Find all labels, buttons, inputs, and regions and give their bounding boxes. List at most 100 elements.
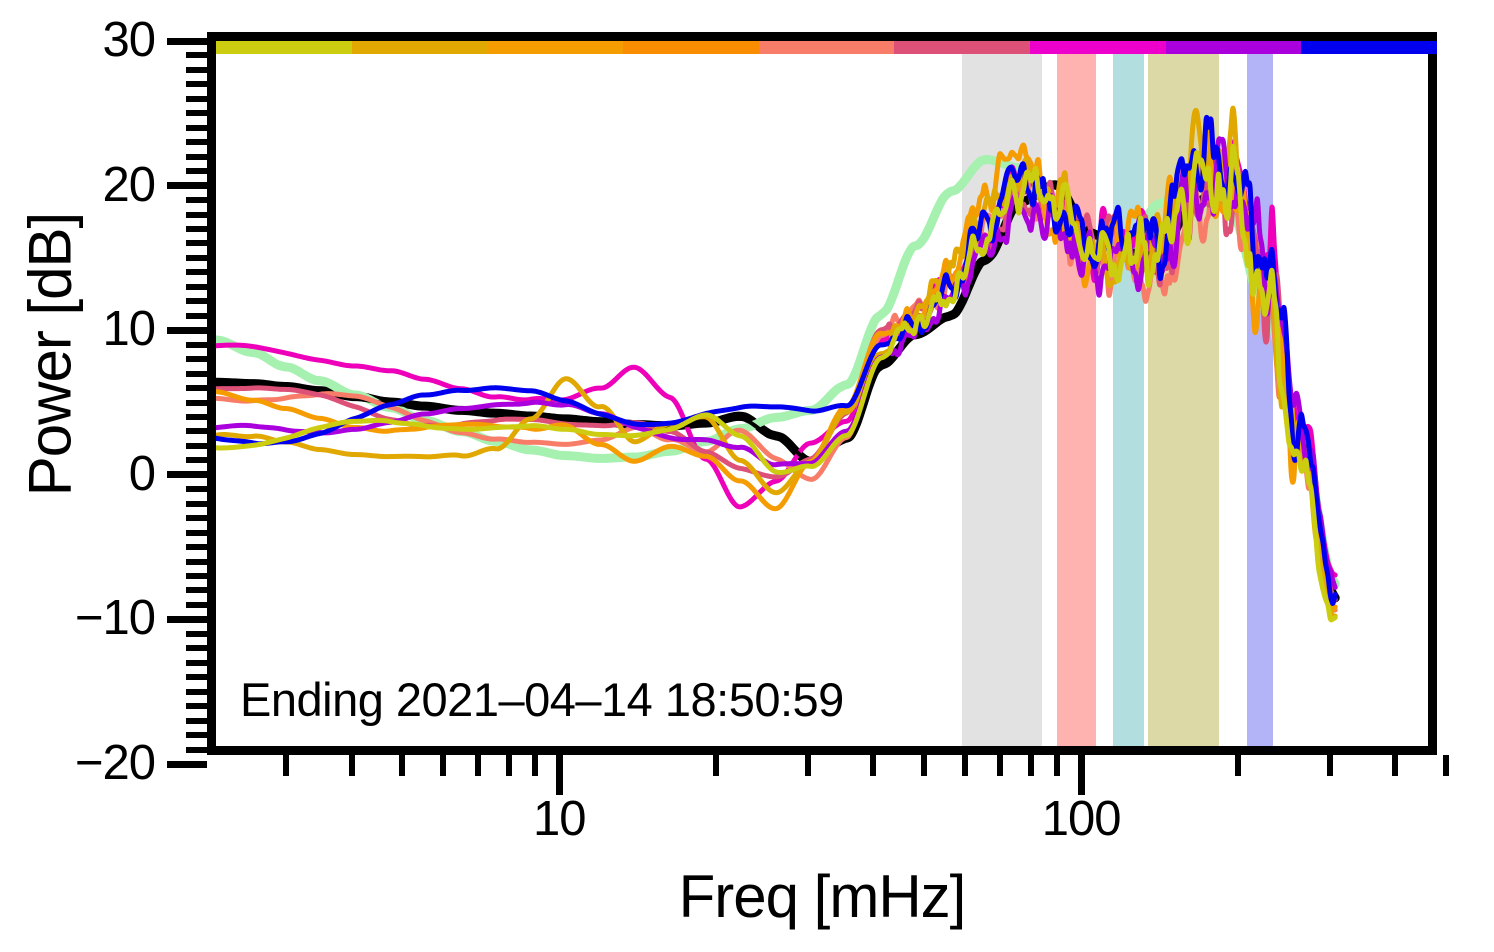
x-minor-tick [475,755,482,776]
y-minor-tick [186,674,207,681]
y-minor-tick [186,659,207,666]
band-pink [1057,41,1096,746]
colorbar-segment-8 [1165,41,1302,54]
y-minor-tick [186,645,207,652]
x-tick-label: 100 [1041,792,1122,846]
y-major-tick [167,760,207,768]
x-minor-tick [870,755,877,776]
y-minor-tick [186,95,207,102]
x-axis-ticks [207,755,1449,800]
y-axis-tick-labels: −20 −10 0 10 20 30 [0,16,156,788]
curve-trace-blue [216,114,1338,607]
y-minor-tick [186,442,207,449]
x-minor-tick [440,755,447,776]
x-minor-tick [997,755,1004,776]
x-minor-tick [505,755,512,776]
y-minor-tick [186,717,207,724]
y-minor-tick [186,558,207,565]
y-tick-label: −10 [74,591,156,646]
y-major-tick [167,182,207,190]
y-minor-tick [186,428,207,435]
spectrum-curves [216,105,1340,623]
plot-area [216,41,1428,746]
y-tick-label: −20 [74,736,156,790]
y-minor-tick [186,500,207,507]
y-minor-tick [186,688,207,695]
y-minor-tick [186,587,207,594]
colorbar-segment-2 [351,41,488,54]
band-cyan [1112,41,1144,746]
y-minor-tick [186,269,207,276]
y-minor-tick [186,283,207,290]
y-minor-tick [186,81,207,88]
ending-timestamp-annotation: Ending 2021‒04‒14 18:50:59 [240,673,844,726]
x-major-tick [555,755,563,795]
y-minor-tick [186,544,207,551]
band-periwinkle [1246,41,1274,746]
x-minor-tick [399,755,406,776]
time-sequence-colorbar [216,41,1438,54]
y-axis-ticks [162,32,207,768]
y-minor-tick [186,254,207,261]
y-minor-tick [186,211,207,218]
y-minor-tick [186,385,207,392]
y-minor-tick [186,515,207,522]
y-minor-tick [186,240,207,247]
y-minor-tick [186,153,207,160]
x-axis-title: Freq [mHz] [678,863,967,930]
x-minor-tick [921,755,928,776]
y-minor-tick [186,399,207,406]
y-major-tick [167,615,207,623]
x-minor-tick [1392,755,1399,776]
x-minor-tick [1443,755,1449,776]
y-minor-tick [186,110,207,117]
y-minor-tick [186,356,207,363]
y-minor-tick [186,66,207,73]
y-minor-tick [186,703,207,710]
y-minor-tick [186,573,207,580]
y-major-tick [167,37,207,45]
curve-trace-black-dup [216,184,1338,602]
y-minor-tick [186,486,207,493]
y-tick-label: 0 [128,446,156,501]
x-minor-tick [1054,755,1061,776]
x-minor-tick [1235,755,1242,776]
y-minor-tick [186,529,207,536]
x-major-tick [1077,755,1085,795]
x-minor-tick [283,755,290,776]
colorbar-segment-1 [216,41,352,54]
y-minor-tick [186,298,207,305]
x-tick-label: 10 [532,792,587,846]
x-minor-tick [805,755,812,776]
y-minor-tick [186,341,207,348]
colorbar-segment-3 [487,41,624,54]
y-minor-tick [186,370,207,377]
colorbar-segment-4 [623,41,759,54]
y-minor-tick [186,630,207,637]
y-minor-tick [186,457,207,464]
x-minor-tick [713,755,720,776]
y-minor-tick [186,197,207,204]
y-major-tick [167,326,207,334]
y-tick-label: 10 [102,302,156,357]
x-minor-tick [962,755,969,776]
curve-trace-olive [216,143,1338,623]
x-minor-tick [1327,755,1334,776]
x-minor-tick [1027,755,1034,776]
y-minor-tick [186,732,207,739]
y-minor-tick [186,225,207,232]
y-major-tick [167,471,207,479]
colorbar-segment-5 [758,41,895,54]
x-minor-tick [348,755,355,776]
y-minor-tick [186,413,207,420]
curve-trace-salmon [216,154,1338,613]
y-minor-tick [186,124,207,131]
y-minor-tick [186,312,207,319]
y-minor-tick [186,746,207,753]
colorbar-segment-9 [1301,41,1438,54]
y-minor-tick [186,168,207,175]
y-tick-label: 20 [102,157,156,212]
x-minor-tick [532,755,539,776]
colorbar-segment-6 [894,41,1031,54]
